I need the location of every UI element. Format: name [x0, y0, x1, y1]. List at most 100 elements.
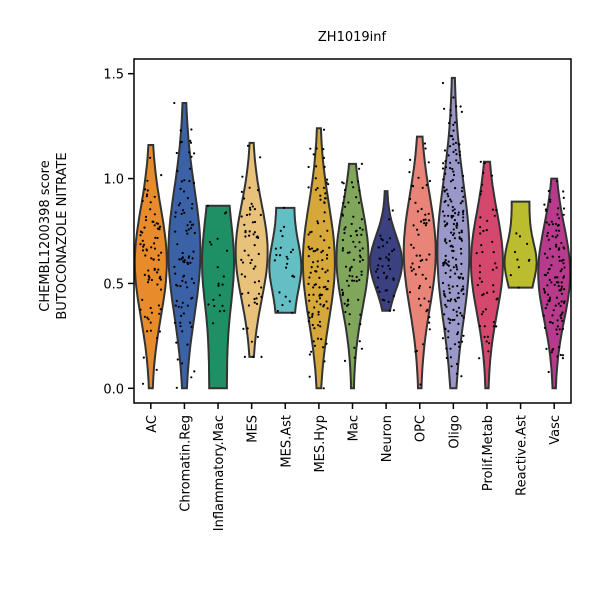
data-point	[154, 236, 157, 239]
data-point	[217, 282, 220, 285]
data-point	[412, 224, 415, 227]
data-point	[478, 357, 481, 360]
data-point	[174, 215, 177, 218]
data-point	[314, 177, 317, 180]
data-point	[449, 275, 452, 279]
data-point	[456, 296, 459, 299]
data-point	[460, 110, 463, 113]
data-point	[548, 223, 551, 226]
data-point	[192, 181, 196, 185]
data-point	[419, 383, 422, 386]
data-point	[453, 237, 456, 240]
data-point	[153, 224, 156, 227]
data-point	[257, 280, 261, 283]
data-point	[547, 189, 550, 193]
data-point	[549, 200, 552, 203]
data-point	[423, 142, 427, 145]
data-point	[423, 297, 426, 300]
data-point	[184, 281, 187, 284]
data-point	[444, 239, 447, 242]
data-point	[445, 188, 448, 191]
data-point	[176, 243, 179, 246]
data-point	[312, 340, 315, 343]
data-point	[462, 316, 465, 319]
data-point	[548, 296, 552, 299]
data-point	[321, 267, 324, 270]
data-point	[381, 265, 384, 268]
data-point	[181, 279, 184, 282]
data-point	[455, 153, 458, 156]
x-axis: AC Chromatin.Reg Inflammatory.Mac MES MES.As…	[145, 403, 563, 531]
data-point	[316, 220, 319, 223]
data-point	[190, 227, 193, 230]
data-point	[415, 254, 418, 257]
data-point	[449, 347, 452, 350]
data-point	[444, 160, 447, 163]
data-point	[188, 179, 191, 183]
data-point	[428, 328, 431, 331]
data-point	[348, 323, 351, 326]
data-point	[253, 281, 256, 284]
data-point	[245, 213, 249, 217]
data-point	[408, 291, 412, 294]
data-point	[552, 347, 555, 351]
data-point	[447, 204, 450, 207]
data-point	[447, 336, 450, 339]
data-point	[555, 229, 558, 232]
data-point	[310, 247, 314, 250]
data-point	[248, 234, 251, 237]
data-point	[260, 286, 263, 289]
data-point	[414, 273, 417, 276]
data-point	[451, 209, 454, 212]
data-point	[443, 214, 446, 217]
data-point	[350, 265, 353, 268]
data-point	[562, 190, 565, 193]
data-point	[223, 309, 226, 312]
violin-Prolif.Metab	[470, 160, 505, 390]
data-point	[495, 325, 498, 328]
data-point	[253, 297, 256, 301]
data-point	[257, 292, 261, 295]
data-point	[325, 288, 328, 291]
data-point	[179, 321, 182, 324]
data-point	[355, 234, 359, 237]
data-point	[495, 298, 498, 301]
data-point	[460, 375, 463, 378]
data-point	[443, 189, 446, 192]
data-point	[555, 245, 558, 248]
data-point	[412, 246, 415, 249]
data-point	[160, 174, 163, 177]
data-point	[559, 304, 562, 308]
data-point	[450, 231, 453, 234]
data-point	[447, 260, 450, 263]
data-point	[376, 286, 379, 289]
data-point	[173, 321, 177, 324]
data-point	[447, 195, 450, 198]
data-point	[443, 313, 446, 316]
data-point	[479, 160, 482, 163]
violin-OPC	[402, 135, 437, 390]
data-point	[192, 250, 195, 253]
data-point	[449, 134, 452, 137]
data-point	[159, 225, 162, 228]
data-point	[243, 275, 247, 278]
data-point	[442, 186, 446, 189]
data-point	[157, 268, 160, 271]
data-point	[556, 234, 559, 237]
data-point	[545, 221, 548, 224]
data-point	[486, 291, 489, 294]
data-point	[448, 287, 451, 290]
data-point	[556, 319, 559, 322]
data-point	[416, 210, 419, 213]
y-tick-label: 1.5	[103, 68, 124, 83]
data-point	[454, 148, 457, 152]
data-point	[217, 284, 220, 287]
x-tick-label: MES.Hyp	[313, 415, 328, 473]
data-point	[344, 265, 348, 268]
data-point	[417, 176, 420, 179]
data-point	[315, 165, 318, 168]
data-point	[149, 329, 152, 332]
data-point	[454, 141, 457, 144]
data-point	[441, 167, 445, 170]
data-point	[141, 231, 144, 234]
